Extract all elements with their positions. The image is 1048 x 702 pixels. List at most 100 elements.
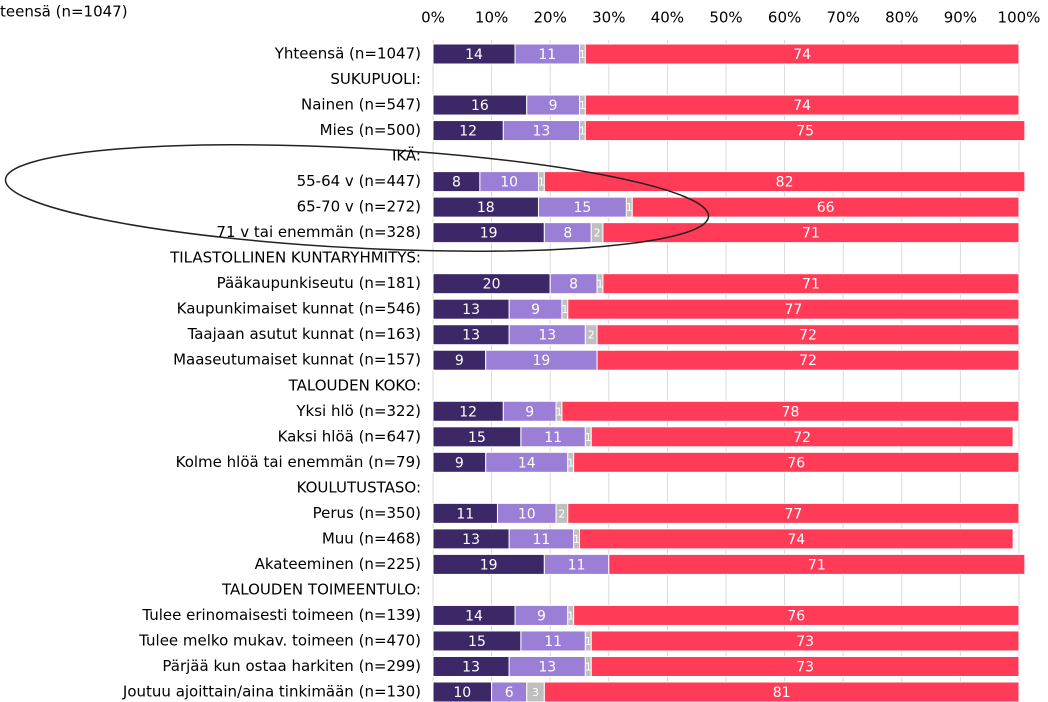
data-label: 11: [538, 47, 556, 63]
y-tick-label: Nainen (n=547): [301, 96, 421, 114]
data-label: 1: [579, 125, 586, 138]
data-label: 11: [456, 506, 474, 522]
data-label: 9: [455, 455, 464, 471]
y-tick-label: Taajaan asutut kunnat (n=163): [187, 325, 421, 343]
data-label: 20: [483, 277, 501, 293]
data-label: 13: [538, 659, 556, 675]
data-label: 72: [799, 328, 817, 344]
x-tick-label: 90%: [944, 9, 977, 27]
data-label: 76: [787, 608, 805, 624]
data-label: 14: [465, 47, 483, 63]
y-tick-label: Perus (n=350): [313, 504, 421, 522]
data-label: 74: [787, 532, 805, 548]
data-label: 9: [531, 302, 540, 318]
data-label: 1: [585, 635, 592, 648]
bar-segment: [608, 553, 1026, 575]
bar-segment: [596, 349, 1020, 371]
y-tick-label: TALOUDEN TOIMEENTULO:: [221, 580, 421, 598]
bar-segment: [567, 298, 1020, 320]
x-tick-label: 60%: [768, 9, 801, 27]
bar-segment: [602, 222, 1020, 244]
data-label: 81: [773, 685, 791, 701]
data-label: 14: [465, 608, 483, 624]
data-label: 1: [567, 609, 574, 622]
data-label: 72: [793, 430, 811, 446]
data-label: 66: [817, 200, 835, 216]
data-label: 2: [588, 329, 595, 342]
bar-segment: [590, 426, 1014, 448]
bar-segment: [584, 43, 1020, 65]
data-label: 19: [480, 557, 498, 573]
x-tick-label: 50%: [709, 9, 742, 27]
data-label: 19: [480, 226, 498, 242]
bar-segment: [561, 400, 1020, 422]
data-label: 8: [452, 175, 461, 191]
data-label: 1: [585, 431, 592, 444]
y-tick-label: KOULUTUSTASO:: [297, 478, 421, 496]
data-label: 76: [787, 455, 805, 471]
y-tick-label: SUKUPUOLI:: [330, 70, 421, 88]
x-tick-label: 10%: [475, 9, 508, 27]
chart-title: teensä (n=1047): [0, 3, 128, 21]
x-tick-label: 40%: [651, 9, 684, 27]
data-label: 11: [544, 430, 562, 446]
data-label: 2: [594, 227, 601, 240]
data-label: 12: [459, 124, 477, 140]
x-tick-label: 100%: [998, 9, 1041, 27]
y-tick-label: Mies (n=500): [320, 121, 421, 139]
data-label: 1: [567, 456, 574, 469]
data-label: 73: [796, 634, 814, 650]
bar-segment: [602, 273, 1020, 295]
bar-segment: [590, 655, 1020, 677]
data-label: 3: [532, 686, 539, 699]
data-label: 16: [471, 98, 489, 114]
data-label: 13: [462, 302, 480, 318]
bar-segment: [543, 171, 1026, 193]
data-label: 1: [626, 201, 633, 214]
data-label: 15: [574, 200, 592, 216]
y-tick-label: Kaupunkimaiset kunnat (n=546): [177, 300, 421, 318]
y-tick-label: 55-64 v (n=447): [297, 172, 421, 190]
y-tick-label: 65-70 v (n=272): [297, 198, 421, 216]
y-tick-label: Muu (n=468): [322, 529, 421, 547]
data-label: 82: [776, 175, 794, 191]
data-label: 1: [538, 176, 545, 189]
x-tick-label: 20%: [534, 9, 567, 27]
bar-segment: [596, 324, 1020, 346]
y-tick-label: Pärjää kun ostaa harkiten (n=299): [162, 657, 421, 675]
y-tick-label: Kaksi hlöä (n=647): [278, 427, 421, 445]
y-tick-label: Maaseutumaiset kunnat (n=157): [173, 351, 421, 369]
y-tick-label: 71 v tai enemmän (n=328): [216, 223, 421, 241]
x-tick-label: 0%: [421, 9, 445, 27]
data-label: 13: [462, 659, 480, 675]
y-tick-label: TILASTOLLINEN KUNTARYHMITYS:: [169, 249, 421, 267]
data-label: 19: [532, 353, 550, 369]
y-tick-label: Tulee erinomaisesti toimeen (n=139): [141, 606, 421, 624]
bar-segment: [590, 630, 1020, 652]
data-label: 15: [468, 430, 486, 446]
data-label: 11: [544, 634, 562, 650]
data-label: 6: [505, 685, 514, 701]
y-tick-label: TALOUDEN KOKO:: [288, 376, 421, 394]
bar-segment: [584, 120, 1026, 142]
data-label: 71: [802, 226, 820, 242]
bar-segment: [573, 451, 1020, 473]
data-label: 8: [569, 277, 578, 293]
bar-segment: [584, 94, 1020, 116]
y-tick-label: Pääkaupunkiseutu (n=181): [217, 274, 421, 292]
data-label: 77: [784, 506, 802, 522]
data-label: 15: [468, 634, 486, 650]
data-label: 13: [462, 328, 480, 344]
bar-segment: [543, 681, 1020, 702]
data-label: 13: [532, 124, 550, 140]
x-tick-label: 30%: [592, 9, 625, 27]
data-label: 8: [563, 226, 572, 242]
data-label: 1: [579, 99, 586, 112]
data-label: 1: [561, 303, 568, 316]
y-tick-label: Kolme hlöä tai enemmän (n=79): [176, 453, 421, 471]
data-label: 1: [555, 405, 562, 418]
data-label: 9: [537, 608, 546, 624]
data-label: 71: [808, 557, 826, 573]
data-label: 10: [518, 506, 536, 522]
